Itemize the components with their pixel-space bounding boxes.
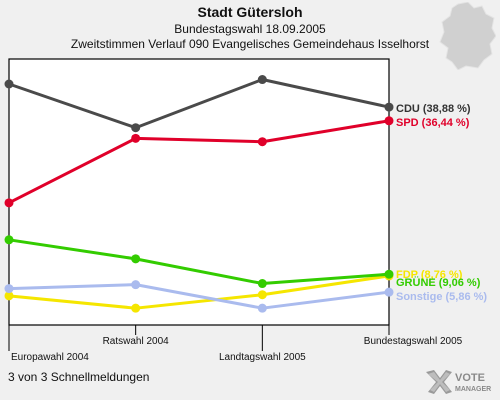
data-point-cdu-1 <box>131 123 141 133</box>
data-point-sonstige-2 <box>257 303 267 313</box>
chart-subtitle: Bundestagswahl 18.09.2005 <box>174 22 326 36</box>
series-label-fdp: FDP (8,76 %) <box>396 269 463 281</box>
x-tick-label-0: Europawahl 2004 <box>11 352 89 363</box>
vote-manager-logo: VOTE MANAGER <box>426 370 491 394</box>
data-point-cdu-0 <box>4 79 14 89</box>
logo-line1: VOTE <box>455 372 485 384</box>
series-label-cdu: CDU (38,88 %) <box>396 103 471 115</box>
series-line-spd <box>8 119 390 205</box>
chart-title: Stadt Gütersloh <box>197 4 303 20</box>
data-point-spd-1 <box>131 133 141 143</box>
data-point-spd-2 <box>257 137 267 147</box>
series-line-grüne <box>8 238 390 286</box>
x-tick-label-1: Ratswahl 2004 <box>103 336 170 347</box>
data-point-sonstige-0 <box>4 284 14 294</box>
data-point-grüne-1 <box>131 254 141 264</box>
data-point-cdu-3 <box>384 102 394 112</box>
x-tick-label-2: Landtagswahl 2005 <box>219 352 306 363</box>
data-point-grüne-0 <box>4 235 14 245</box>
footer-status: 3 von 3 Schnellmeldungen <box>8 370 150 384</box>
series-label-sonstige: Sonstige (5,86 %) <box>396 291 487 303</box>
data-point-spd-0 <box>4 198 14 208</box>
data-point-grüne-2 <box>257 279 267 289</box>
x-tick-label-3: Bundestagswahl 2005 <box>364 336 463 347</box>
data-point-sonstige-1 <box>131 280 141 290</box>
data-point-spd-3 <box>384 116 394 126</box>
data-point-cdu-2 <box>257 75 267 85</box>
data-point-grüne-3 <box>384 269 394 279</box>
data-point-fdp-1 <box>131 303 141 313</box>
data-point-fdp-2 <box>257 290 267 300</box>
chart-subtitle-detail: Zweitstimmen Verlauf 090 Evangelisches G… <box>70 37 430 51</box>
data-point-fdp-0 <box>4 291 14 301</box>
series-label-grüne: GRÜNE (9,06 %) <box>396 276 481 289</box>
series-line-cdu <box>8 78 390 130</box>
series-line-sonstige <box>8 283 390 310</box>
vote-manager-x-icon <box>426 370 452 394</box>
logo-line2: MANAGER <box>455 386 491 393</box>
germany-map-icon <box>439 2 496 70</box>
series-label-spd: SPD (36,44 %) <box>396 117 470 129</box>
data-point-sonstige-3 <box>384 287 394 297</box>
series-line-fdp <box>8 274 390 310</box>
